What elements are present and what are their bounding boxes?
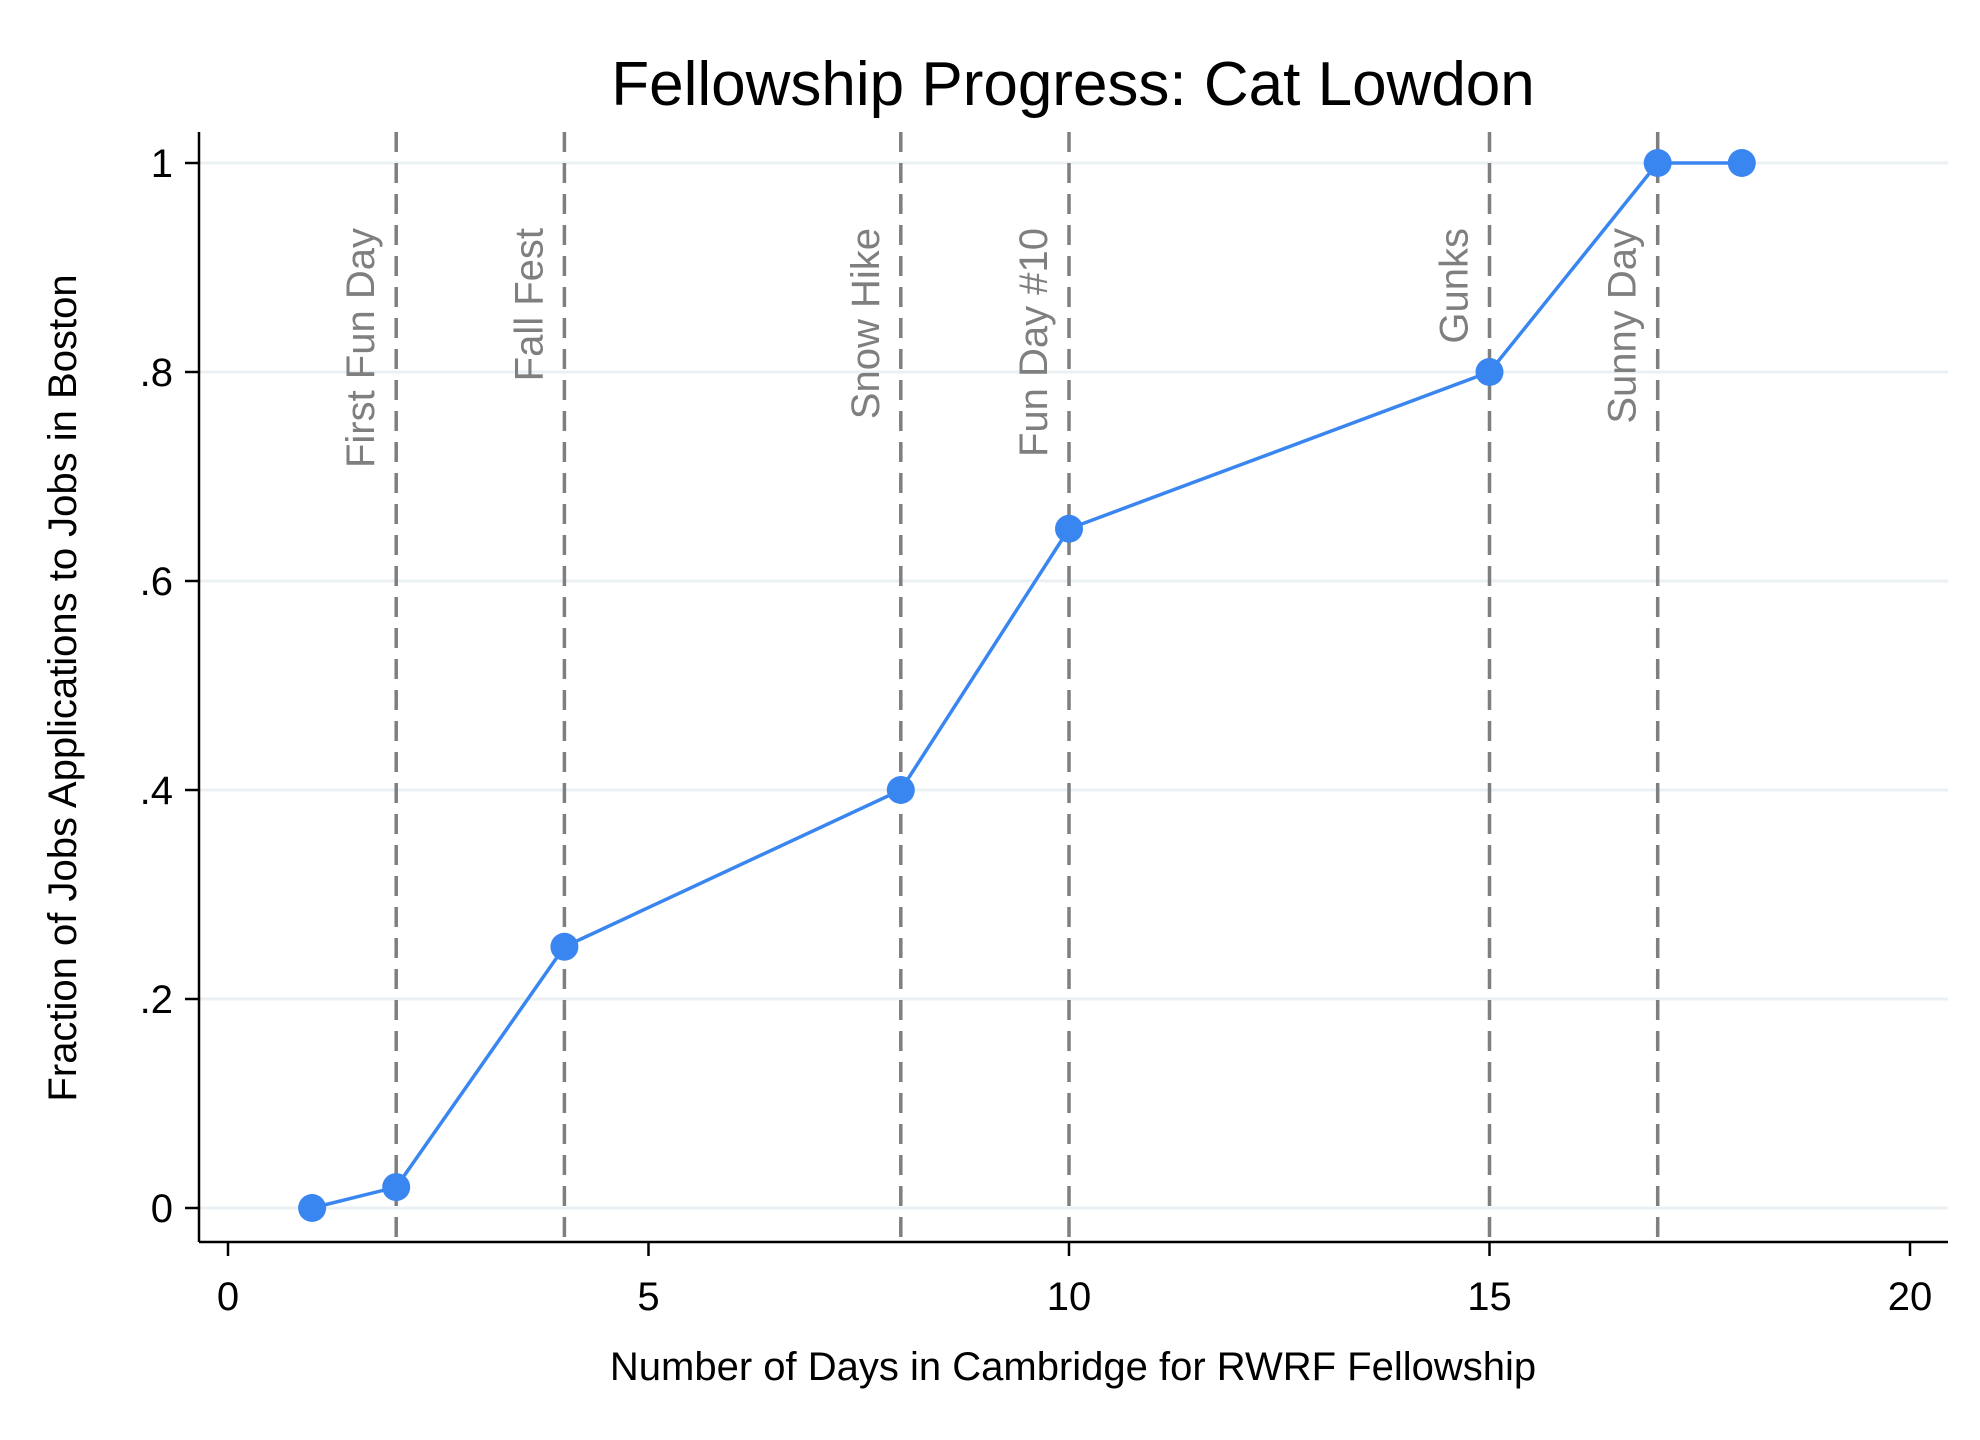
y-tick-label: 0 [151,1187,173,1231]
y-tick-label: 1 [151,142,173,186]
event-label: First Fun Day [339,228,383,468]
series-line [311,161,1742,1210]
data-point [550,932,579,961]
data-point [1643,149,1672,177]
y-ticks: 0 .2 .4 .6 .8 1 [140,142,199,1231]
x-tick-label: 5 [637,1275,659,1319]
data-point [886,776,915,804]
y-axis-label: Fraction of Jobs Applications to Jobs in… [41,274,85,1101]
event-labels: First Fun Day Fall Fest Snow Hike Fun Day #… [339,228,1645,468]
x-tick-label: 20 [1888,1275,1933,1319]
x-axis-label: Number of Days in Cambridge for RWRF Fel… [610,1345,1536,1389]
x-tick-label: 10 [1047,1275,1092,1319]
gridlines [199,161,1948,1210]
event-label: Snow Hike [844,228,888,419]
event-label: Sunny Day [1601,228,1645,424]
data-point [382,1173,411,1202]
data-point [1727,149,1756,177]
axes [197,132,1948,1244]
y-tick-label: .2 [140,978,173,1022]
y-tick-label: .8 [140,351,173,395]
y-tick-label: .4 [140,769,173,813]
x-tick-label: 0 [217,1275,239,1319]
event-label: Gunks [1433,228,1477,344]
chart-title: Fellowship Progress: Cat Lowdon [611,50,1535,119]
event-label: Fall Fest [507,228,551,381]
data-point [1055,514,1083,543]
y-tick-label: .6 [140,560,173,604]
data-point [298,1194,327,1222]
x-ticks: 0 5 10 15 20 [217,1242,1932,1319]
x-tick-label: 15 [1467,1275,1512,1319]
data-series [298,149,1756,1222]
event-label: Fun Day #10 [1012,228,1056,457]
data-point [1475,358,1504,386]
